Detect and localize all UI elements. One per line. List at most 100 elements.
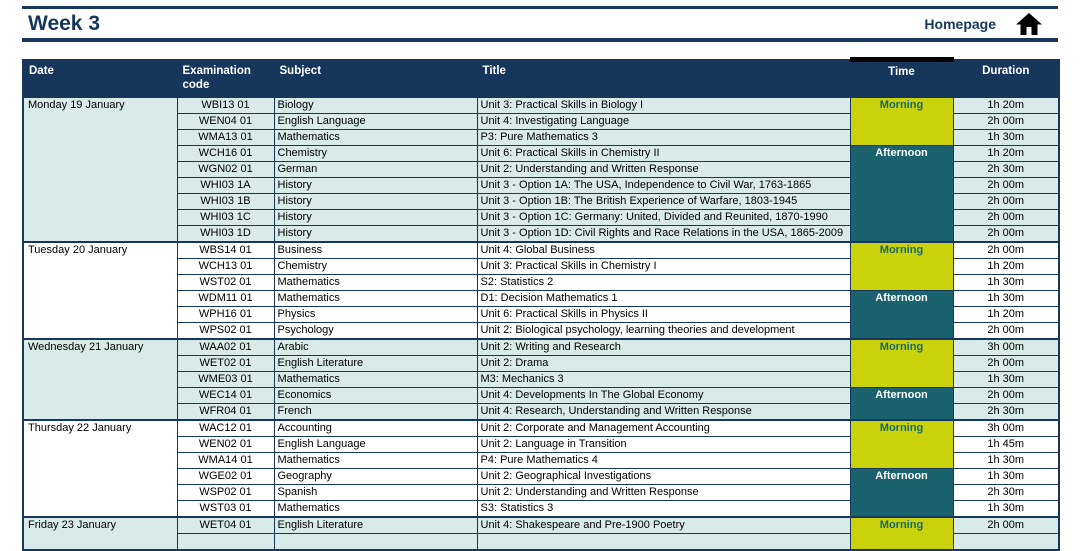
subject-cell: Spanish xyxy=(273,484,478,501)
duration-cell: 2h 00m xyxy=(952,177,1060,194)
date-cell: Monday 19 January xyxy=(22,96,178,243)
exam-code-cell: WBS14 01 xyxy=(176,241,275,259)
subject-cell: Chemistry xyxy=(273,145,478,162)
title-cell: P3: Pure Mathematics 3 xyxy=(476,129,851,146)
exam-code-cell: WAA02 01 xyxy=(176,338,275,356)
timetable-row: Monday 19 January WBI13 01 Biology Unit 3: … xyxy=(22,96,1060,243)
subject-cell: Mathematics xyxy=(273,371,478,388)
subject-cell: English Literature xyxy=(273,516,478,534)
title-cell: Unit 3 - Option 1D: Civil Rights and Rac… xyxy=(476,225,851,243)
subject-cell: History xyxy=(273,193,478,210)
subject-cell: Economics xyxy=(273,387,478,404)
exam-code-cell: WHI03 1C xyxy=(176,209,275,226)
header-bar: Week 3 Homepage xyxy=(22,9,1058,38)
time-cell: Afternoon xyxy=(849,387,954,421)
duration-cell: 1h 45m xyxy=(952,436,1060,453)
title-cell: Unit 3 - Option 1A: The USA, Independenc… xyxy=(476,177,851,194)
column-header-examination-code: Examination code xyxy=(176,59,275,98)
column-header-duration: Duration xyxy=(952,59,1060,98)
title-cell: Unit 4: Investigating Language xyxy=(476,113,851,130)
duration-cell: 2h 00m xyxy=(952,241,1060,259)
subject-cell xyxy=(273,533,478,551)
title-cell: Unit 6: Practical Skills in Chemistry II xyxy=(476,145,851,162)
timetable-row: WEN02 01 English Language Unit 2: Language… xyxy=(23,436,1060,453)
timetable-row: WET02 01 English Literature Unit 2: Drama 2… xyxy=(23,355,1060,372)
exam-code-cell: WSP02 01 xyxy=(176,484,275,501)
time-cell: Morning xyxy=(849,241,954,291)
duration-cell: 2h 00m xyxy=(952,387,1060,404)
subject-cell: German xyxy=(273,161,478,178)
exam-code-cell: WEN04 01 xyxy=(176,113,275,130)
title-cell xyxy=(476,533,851,551)
timetable-row: Friday 23 January WET04 01 English Literat… xyxy=(22,516,1060,551)
title-cell: Unit 2: Understanding and Written Respon… xyxy=(476,161,851,178)
subject-cell: Physics xyxy=(273,306,478,323)
homepage-nav: Homepage xyxy=(924,13,1042,36)
title-cell: Unit 2: Writing and Research xyxy=(476,338,851,356)
duration-cell: 1h 30m xyxy=(952,468,1060,485)
title-cell: Unit 6: Practical Skills in Physics II xyxy=(476,306,851,323)
exam-code-cell: WAC12 01 xyxy=(176,419,275,437)
page-title: Week 3 xyxy=(28,12,100,35)
title-cell: Unit 4: Research, Understanding and Writ… xyxy=(476,403,851,421)
duration-cell: 2h 00m xyxy=(952,322,1060,340)
title-cell: Unit 2: Understanding and Written Respon… xyxy=(476,484,851,501)
subject-cell: Mathematics xyxy=(273,129,478,146)
timetable-row: Wednesday 21 January WAA02 01 Arabic Unit 2… xyxy=(22,338,1060,421)
subject-cell: English Language xyxy=(273,113,478,130)
duration-cell: 1h 20m xyxy=(952,96,1060,114)
title-cell: Unit 2: Biological psychology, learning … xyxy=(476,322,851,340)
duration-cell: 1h 30m xyxy=(952,452,1060,469)
subject-cell: History xyxy=(273,209,478,226)
exam-code-cell: WDM11 01 xyxy=(176,290,275,307)
timetable-row: WPH16 01 Physics Unit 6: Practical Skills … xyxy=(23,306,1060,323)
duration-cell: 1h 30m xyxy=(952,371,1060,388)
duration-cell: 3h 00m xyxy=(952,419,1060,437)
title-cell: Unit 4: Shakespeare and Pre-1900 Poetry xyxy=(476,516,851,534)
exam-code-cell: WCH16 01 xyxy=(176,145,275,162)
timetable-row: Tuesday 20 January WBS14 01 Business Unit 4… xyxy=(22,241,1060,340)
title-cell: D1: Decision Mathematics 1 xyxy=(476,290,851,307)
timetable-row: WSP02 01 Spanish Unit 2: Understanding and… xyxy=(23,484,1060,501)
timetable-row: WST03 01 Mathematics S3: Statistics 3 1h 30… xyxy=(23,500,1060,518)
title-cell: S2: Statistics 2 xyxy=(476,274,851,291)
time-cell: Morning xyxy=(849,338,954,388)
exam-code-cell: WEC14 01 xyxy=(176,387,275,404)
homepage-link[interactable]: Homepage xyxy=(924,16,996,32)
subject-cell: French xyxy=(273,403,478,421)
subject-cell: Mathematics xyxy=(273,290,478,307)
subject-cell: Biology xyxy=(273,96,478,114)
time-cell: Morning xyxy=(849,419,954,469)
date-cell: Friday 23 January xyxy=(22,516,178,551)
subject-cell: Mathematics xyxy=(273,500,478,518)
duration-cell: 1h 30m xyxy=(952,129,1060,146)
subject-cell: Mathematics xyxy=(273,452,478,469)
subject-cell: Arabic xyxy=(273,338,478,356)
exam-code-cell: WMA13 01 xyxy=(176,129,275,146)
subject-cell: English Literature xyxy=(273,355,478,372)
title-cell: S3: Statistics 3 xyxy=(476,500,851,518)
subject-cell: Psychology xyxy=(273,322,478,340)
duration-cell xyxy=(952,533,1060,551)
exam-code-cell: WST03 01 xyxy=(176,500,275,518)
home-icon[interactable] xyxy=(1016,13,1042,35)
duration-cell: 1h 20m xyxy=(952,145,1060,162)
subject-cell: Business xyxy=(273,241,478,259)
title-cell: Unit 2: Corporate and Management Account… xyxy=(476,419,851,437)
duration-cell: 1h 30m xyxy=(952,274,1060,291)
header-rule xyxy=(22,38,1058,42)
title-cell: Unit 4: Global Business xyxy=(476,241,851,259)
timetable-row: WHI03 1D History Unit 3 - Option 1D: Civil… xyxy=(23,225,1060,243)
duration-cell: 2h 00m xyxy=(952,355,1060,372)
timetable-row: WMA14 01 Mathematics P4: Pure Mathematics … xyxy=(23,452,1060,469)
timetable-row: Thursday 22 January WAC12 01 Accounting Uni… xyxy=(22,419,1060,518)
exam-code-cell: WET04 01 xyxy=(176,516,275,534)
title-cell: Unit 2: Language in Transition xyxy=(476,436,851,453)
duration-cell: 1h 30m xyxy=(952,290,1060,307)
subject-cell: Accounting xyxy=(273,419,478,437)
exam-code-cell: WPH16 01 xyxy=(176,306,275,323)
timetable-row: WFR04 01 French Unit 4: Research, Understa… xyxy=(23,403,1060,421)
exam-code-cell: WHI03 1D xyxy=(176,225,275,243)
exam-code-cell: WPS02 01 xyxy=(176,322,275,340)
